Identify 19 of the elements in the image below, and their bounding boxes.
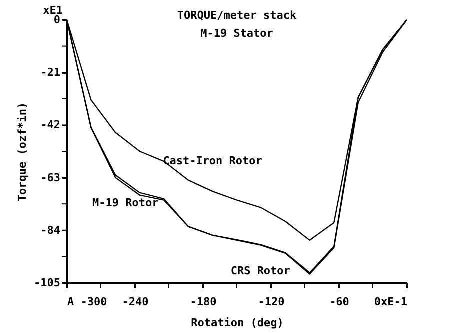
series-label: CRS Rotor (230, 264, 291, 278)
x-tick-label: 0xE-1 (374, 296, 408, 308)
x-tick-label: A -300 (68, 296, 108, 308)
x-tick-label: -240 (122, 296, 149, 308)
y-tick-label: -84 (40, 224, 61, 237)
y-tick-label: -21 (40, 66, 61, 80)
text: M-19 Stator (200, 27, 274, 40)
y-tick-label: -42 (40, 118, 60, 132)
series-label: Cast-Iron Rotor (163, 154, 263, 168)
x-tick-label: -120 (258, 296, 285, 308)
y-tick-label: -105 (34, 276, 60, 290)
x-axis-title: Rotation (deg) (191, 316, 284, 330)
y-tick-label: -63 (40, 171, 60, 184)
chart-title: TORQUE/meter stack (177, 9, 297, 22)
x-tick-label: -180 (190, 296, 217, 308)
y-axis-title: Torque (ozf*in) (16, 102, 30, 202)
y-tick-label: 0 (54, 14, 60, 26)
x-tick-label: -60 (330, 296, 350, 308)
series-label: M-19 Rotor (92, 196, 160, 210)
